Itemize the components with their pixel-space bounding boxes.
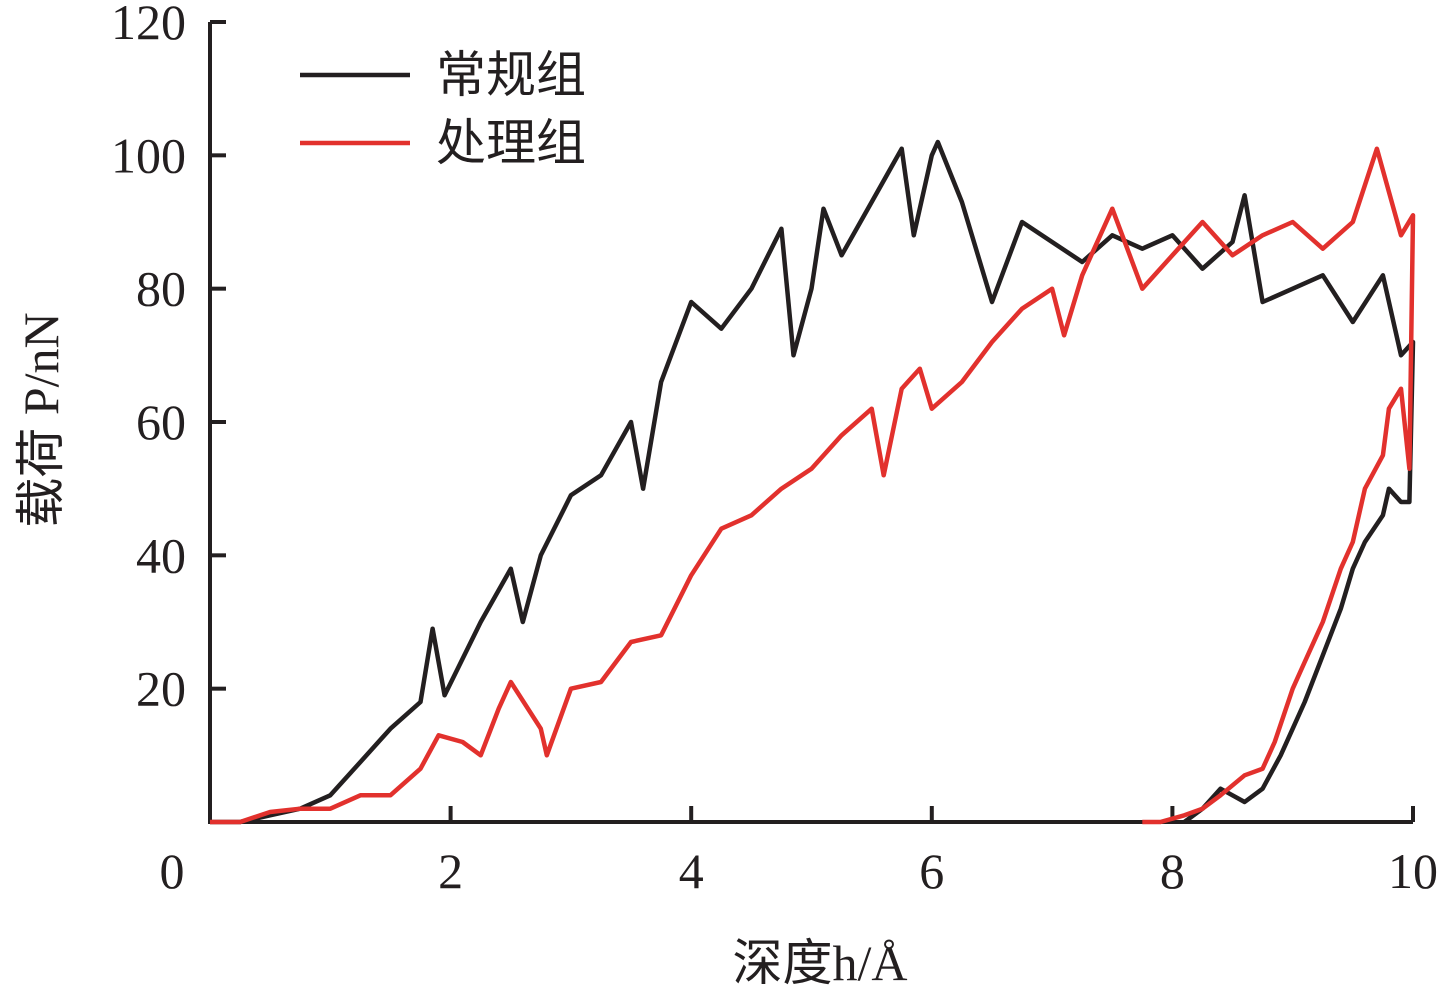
x-tick-label: 4: [679, 843, 704, 899]
line-series: [210, 139, 1416, 825]
y-tick-label: 100: [111, 127, 186, 183]
y-tick-label: 40: [136, 527, 186, 583]
x-tick-label: 8: [1160, 843, 1185, 899]
x-tick-label: 2: [438, 843, 463, 899]
x-axis-label: 深度h/Å: [733, 935, 908, 990]
y-axis-label: 载荷 P/nN: [13, 312, 69, 527]
y-tick-label: 20: [136, 661, 186, 717]
line-series: [210, 146, 1416, 825]
x-tick-label: 0: [160, 843, 185, 899]
y-tick-label: 60: [136, 394, 186, 450]
x-tick-label: 6: [919, 843, 944, 899]
legend-label: 常规组: [436, 47, 586, 103]
x-tick-label: 10: [1388, 843, 1438, 899]
y-tick-label: 80: [136, 261, 186, 317]
legend-label: 处理组: [436, 115, 586, 171]
y-tick-label: 120: [111, 0, 186, 50]
